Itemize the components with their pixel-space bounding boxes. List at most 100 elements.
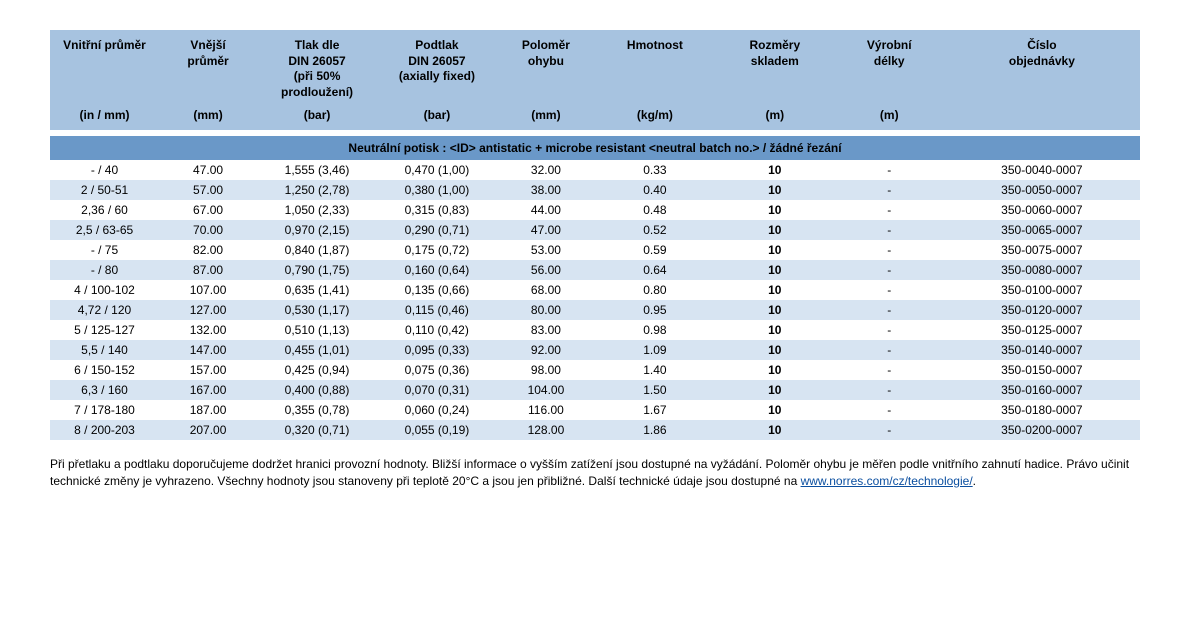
cell: 10 — [715, 160, 835, 180]
footnote-link[interactable]: www.norres.com/cz/technologie/ — [801, 474, 973, 488]
spec-table: Vnitřní průměrVnějšíprůměrTlak dleDIN 26… — [50, 30, 1140, 440]
banner-row: Neutrální potisk : <ID> antistatic + mic… — [50, 136, 1140, 160]
table-row: 2,36 / 6067.001,050 (2,33)0,315 (0,83)44… — [50, 200, 1140, 220]
cell: 350-0125-0007 — [944, 320, 1140, 340]
cell: 0,425 (0,94) — [257, 360, 377, 380]
col-header-6: Rozměryskladem — [715, 30, 835, 104]
cell: 0.64 — [595, 260, 715, 280]
cell: 0,110 (0,42) — [377, 320, 497, 340]
cell: 350-0140-0007 — [944, 340, 1140, 360]
col-header-2: Tlak dleDIN 26057(při 50%prodloužení) — [257, 30, 377, 104]
cell: 0,970 (2,15) — [257, 220, 377, 240]
cell: 8 / 200-203 — [50, 420, 159, 440]
table-row: 6,3 / 160167.000,400 (0,88)0,070 (0,31)1… — [50, 380, 1140, 400]
table-row: 6 / 150-152157.000,425 (0,94)0,075 (0,36… — [50, 360, 1140, 380]
cell: 1,555 (3,46) — [257, 160, 377, 180]
col-unit-4: (mm) — [497, 104, 595, 130]
cell: 0,055 (0,19) — [377, 420, 497, 440]
cell: 147.00 — [159, 340, 257, 360]
cell: 4,72 / 120 — [50, 300, 159, 320]
cell: 10 — [715, 360, 835, 380]
cell: 83.00 — [497, 320, 595, 340]
cell: 350-0150-0007 — [944, 360, 1140, 380]
cell: - / 80 — [50, 260, 159, 280]
cell: 67.00 — [159, 200, 257, 220]
cell: 0.52 — [595, 220, 715, 240]
cell: 6,3 / 160 — [50, 380, 159, 400]
cell: 167.00 — [159, 380, 257, 400]
cell: 1,250 (2,78) — [257, 180, 377, 200]
cell: 0,840 (1,87) — [257, 240, 377, 260]
cell: - — [835, 420, 944, 440]
cell: 10 — [715, 340, 835, 360]
cell: 0.48 — [595, 200, 715, 220]
cell: - — [835, 360, 944, 380]
cell: 1.40 — [595, 360, 715, 380]
cell: 350-0040-0007 — [944, 160, 1140, 180]
col-unit-1: (mm) — [159, 104, 257, 130]
cell: 10 — [715, 380, 835, 400]
cell: 207.00 — [159, 420, 257, 440]
table-row: 5,5 / 140147.000,455 (1,01)0,095 (0,33)9… — [50, 340, 1140, 360]
cell: 0,530 (1,17) — [257, 300, 377, 320]
cell: 0.80 — [595, 280, 715, 300]
cell: - — [835, 300, 944, 320]
col-header-3: PodtlakDIN 26057(axially fixed) — [377, 30, 497, 104]
cell: 10 — [715, 260, 835, 280]
cell: 157.00 — [159, 360, 257, 380]
table-row: 7 / 178-180187.000,355 (0,78)0,060 (0,24… — [50, 400, 1140, 420]
cell: 1.50 — [595, 380, 715, 400]
cell: 47.00 — [497, 220, 595, 240]
cell: 0.40 — [595, 180, 715, 200]
table-row: 2,5 / 63-6570.000,970 (2,15)0,290 (0,71)… — [50, 220, 1140, 240]
cell: 350-0050-0007 — [944, 180, 1140, 200]
cell: 0,635 (1,41) — [257, 280, 377, 300]
cell: 10 — [715, 200, 835, 220]
cell: 0,115 (0,46) — [377, 300, 497, 320]
cell: 47.00 — [159, 160, 257, 180]
col-unit-5: (kg/m) — [595, 104, 715, 130]
cell: 116.00 — [497, 400, 595, 420]
cell: 0,510 (1,13) — [257, 320, 377, 340]
cell: 0.98 — [595, 320, 715, 340]
cell: 350-0180-0007 — [944, 400, 1140, 420]
cell: 10 — [715, 280, 835, 300]
cell: 10 — [715, 300, 835, 320]
cell: 82.00 — [159, 240, 257, 260]
cell: 0,455 (1,01) — [257, 340, 377, 360]
table-row: 4 / 100-102107.000,635 (1,41)0,135 (0,66… — [50, 280, 1140, 300]
cell: 350-0080-0007 — [944, 260, 1140, 280]
table-row: - / 8087.000,790 (1,75)0,160 (0,64)56.00… — [50, 260, 1140, 280]
col-header-7: Výrobnídélky — [835, 30, 944, 104]
cell: 44.00 — [497, 200, 595, 220]
cell: - — [835, 340, 944, 360]
cell: 350-0120-0007 — [944, 300, 1140, 320]
cell: 0,355 (0,78) — [257, 400, 377, 420]
unit-row: (in / mm)(mm)(bar)(bar)(mm)(kg/m)(m)(m) — [50, 104, 1140, 130]
cell: 350-0100-0007 — [944, 280, 1140, 300]
col-header-0: Vnitřní průměr — [50, 30, 159, 104]
cell: 56.00 — [497, 260, 595, 280]
cell: 38.00 — [497, 180, 595, 200]
cell: 10 — [715, 220, 835, 240]
cell: - — [835, 280, 944, 300]
table-row: 8 / 200-203207.000,320 (0,71)0,055 (0,19… — [50, 420, 1140, 440]
col-header-1: Vnějšíprůměr — [159, 30, 257, 104]
table-row: 5 / 125-127132.000,510 (1,13)0,110 (0,42… — [50, 320, 1140, 340]
cell: 98.00 — [497, 360, 595, 380]
table-row: - / 7582.000,840 (1,87)0,175 (0,72)53.00… — [50, 240, 1140, 260]
cell: 350-0160-0007 — [944, 380, 1140, 400]
col-header-5: Hmotnost — [595, 30, 715, 104]
cell: - — [835, 260, 944, 280]
col-unit-3: (bar) — [377, 104, 497, 130]
cell: 0,400 (0,88) — [257, 380, 377, 400]
cell: 2,36 / 60 — [50, 200, 159, 220]
cell: 10 — [715, 420, 835, 440]
cell: - — [835, 180, 944, 200]
cell: 350-0075-0007 — [944, 240, 1140, 260]
cell: 0,470 (1,00) — [377, 160, 497, 180]
cell: 6 / 150-152 — [50, 360, 159, 380]
col-unit-7: (m) — [835, 104, 944, 130]
cell: 0,320 (0,71) — [257, 420, 377, 440]
cell: 7 / 178-180 — [50, 400, 159, 420]
